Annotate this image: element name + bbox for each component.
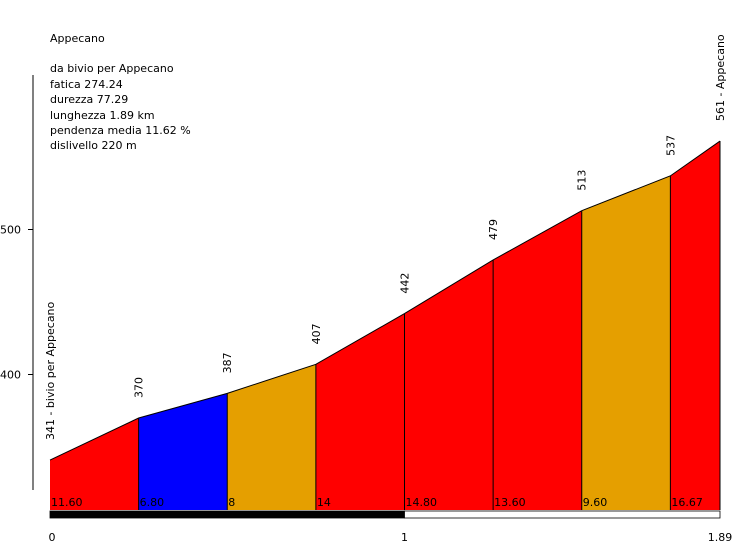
profile-segment xyxy=(581,175,671,510)
elevation-label: 561 - Appecano xyxy=(714,34,727,121)
y-tick-label: 400 xyxy=(0,369,21,382)
gradient-label: 6.80 xyxy=(140,496,165,509)
elevation-label: 513 xyxy=(576,170,589,191)
stat-dislivello: dislivello 220 m xyxy=(50,139,137,153)
gradient-label: 14 xyxy=(317,496,331,509)
gradient-label: 16.67 xyxy=(671,496,703,509)
elevation-label: 387 xyxy=(221,352,234,373)
x-tick-label: 0 xyxy=(49,531,56,544)
elevation-label: 407 xyxy=(310,323,323,344)
route-info: Appecano da bivio per Appecano fatica 27… xyxy=(50,31,191,154)
elevation-label: 341 - bivio per Appecano xyxy=(44,301,57,440)
km-bar-segment xyxy=(404,510,721,519)
gradient-label: 9.60 xyxy=(583,496,608,509)
y-tick-label: 500 xyxy=(0,224,21,237)
profile-segment xyxy=(50,418,139,510)
stat-lunghezza: lunghezza 1.89 km xyxy=(50,108,155,122)
profile-segment xyxy=(227,364,316,510)
stat-fatica: fatica 274.24 xyxy=(50,77,123,91)
elevation-label: 537 xyxy=(664,135,677,156)
stat-durezza: durezza 77.29 xyxy=(50,93,129,107)
profile-segment xyxy=(493,210,582,510)
stat-pendenza: pendenza media 11.62 % xyxy=(50,124,191,138)
gradient-label: 13.60 xyxy=(494,496,526,509)
elevation-label: 479 xyxy=(487,219,500,240)
chart-title: Appecano xyxy=(50,32,105,45)
elevation-label: 442 xyxy=(398,273,411,294)
x-tick-label: 1.89 xyxy=(708,531,733,544)
profile-segment xyxy=(670,141,720,511)
elevation-label: 370 xyxy=(133,377,146,398)
x-tick-label: 1 xyxy=(401,531,408,544)
gradient-label: 14.80 xyxy=(405,496,437,509)
km-bar-segment xyxy=(49,510,405,519)
profile-segment xyxy=(315,313,405,510)
profile-segment xyxy=(138,393,228,510)
gradient-label: 11.60 xyxy=(51,496,83,509)
gradient-label: 8 xyxy=(228,496,235,509)
stat-start: da bivio per Appecano xyxy=(50,62,174,76)
profile-segment xyxy=(404,259,494,510)
